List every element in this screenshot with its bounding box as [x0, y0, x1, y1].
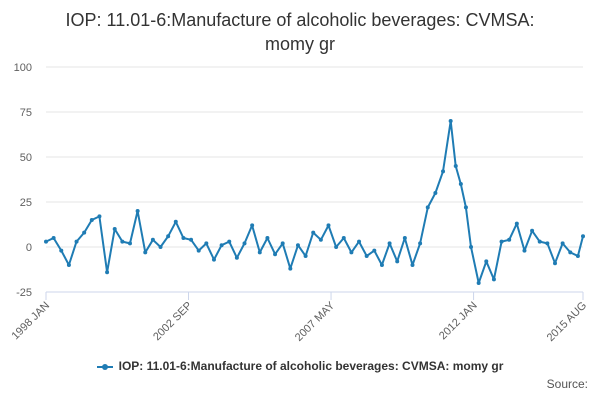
source-credit[interactable]: Source:	[546, 377, 588, 391]
data-point	[250, 223, 255, 228]
data-point	[44, 239, 48, 244]
data-point	[158, 245, 163, 249]
y-tick-label: 50	[20, 152, 32, 164]
data-point	[453, 164, 458, 168]
data-point	[341, 236, 346, 240]
data-point	[418, 241, 423, 246]
chart-title-line-2: momy gr	[264, 34, 335, 54]
data-point	[491, 277, 496, 282]
y-tick-label: 0	[26, 242, 32, 254]
data-point	[463, 205, 468, 210]
data-point	[166, 234, 171, 239]
legend[interactable]: IOP: 11.01-6:Manufacture of alcoholic be…	[0, 359, 600, 373]
data-point	[545, 241, 550, 246]
data-point	[553, 261, 558, 266]
data-point	[469, 245, 474, 249]
x-tick-label: 2015 AUG	[545, 300, 589, 344]
x-tick-label: 1998 JAN	[9, 300, 52, 343]
data-point	[395, 259, 400, 264]
data-point	[530, 228, 535, 233]
data-point	[448, 119, 453, 123]
data-point	[234, 255, 239, 260]
series-group	[44, 119, 585, 285]
data-point	[334, 245, 339, 249]
data-point	[441, 169, 446, 174]
data-point	[410, 263, 415, 267]
data-point	[402, 236, 407, 240]
data-point	[288, 266, 293, 271]
x-axis: 1998 JAN 2002 SEP 2007 MAY 2012 JAN 2015 AUG	[9, 291, 589, 344]
data-point	[364, 254, 369, 258]
data-point	[143, 250, 148, 255]
x-tick-label: 2002 SEP	[151, 300, 195, 344]
data-point	[476, 281, 481, 285]
data-point	[257, 250, 262, 255]
data-point	[514, 221, 519, 226]
data-point	[89, 218, 94, 222]
legend-swatch	[96, 363, 113, 370]
data-point	[120, 239, 125, 244]
data-point	[387, 241, 392, 246]
chart-title: IOP: 11.01-6:Manufacture of alcoholic be…	[0, 8, 600, 56]
data-point	[433, 191, 438, 195]
data-point	[181, 236, 186, 240]
data-point	[560, 241, 565, 246]
data-point	[499, 239, 504, 244]
data-point	[211, 257, 216, 262]
data-point	[273, 252, 278, 257]
data-point	[265, 236, 270, 240]
y-tick-label: 100	[14, 62, 32, 74]
data-point	[204, 241, 209, 246]
data-point	[112, 227, 117, 231]
data-point	[97, 214, 102, 219]
data-point	[280, 241, 285, 246]
data-point	[581, 234, 585, 239]
y-tick-label: 75	[20, 107, 32, 119]
data-point	[303, 254, 308, 258]
y-tick-label: 25	[20, 197, 32, 209]
data-point	[568, 250, 573, 255]
chart-title-line-1: IOP: 11.01-6:Manufacture of alcoholic be…	[65, 10, 535, 30]
data-point	[507, 237, 512, 242]
data-point	[372, 248, 377, 253]
data-point	[357, 239, 362, 244]
data-point	[425, 205, 430, 210]
data-point	[522, 248, 527, 253]
data-point	[74, 239, 79, 244]
data-point	[135, 209, 140, 213]
data-point	[326, 223, 331, 228]
y-tick-label: -25	[16, 287, 32, 299]
data-point	[173, 219, 178, 224]
data-point	[219, 243, 224, 248]
data-point	[227, 239, 232, 244]
legend-marker-icon	[101, 363, 108, 370]
data-point	[311, 230, 316, 235]
x-tick-label: 2012 JAN	[437, 300, 480, 343]
data-point	[295, 243, 300, 248]
data-point	[82, 230, 87, 235]
data-point	[150, 237, 155, 242]
data-point	[349, 250, 354, 255]
data-point	[66, 263, 71, 267]
data-point	[318, 237, 323, 242]
data-point	[242, 241, 247, 246]
data-point	[537, 239, 542, 244]
legend-label: IOP: 11.01-6:Manufacture of alcoholic be…	[118, 359, 504, 373]
x-tick-label: 2007 MAY	[293, 299, 338, 344]
data-point	[59, 248, 64, 253]
gridlines	[46, 66, 583, 293]
data-point	[127, 241, 132, 246]
data-point	[105, 270, 110, 275]
data-point	[458, 182, 463, 186]
data-point	[196, 248, 201, 253]
y-axis-tick-labels: -25 0 25 50 75 100	[14, 62, 32, 299]
data-point	[379, 263, 384, 267]
data-point	[189, 237, 194, 242]
data-point	[484, 259, 489, 264]
data-point	[575, 254, 580, 258]
data-point	[51, 236, 56, 240]
